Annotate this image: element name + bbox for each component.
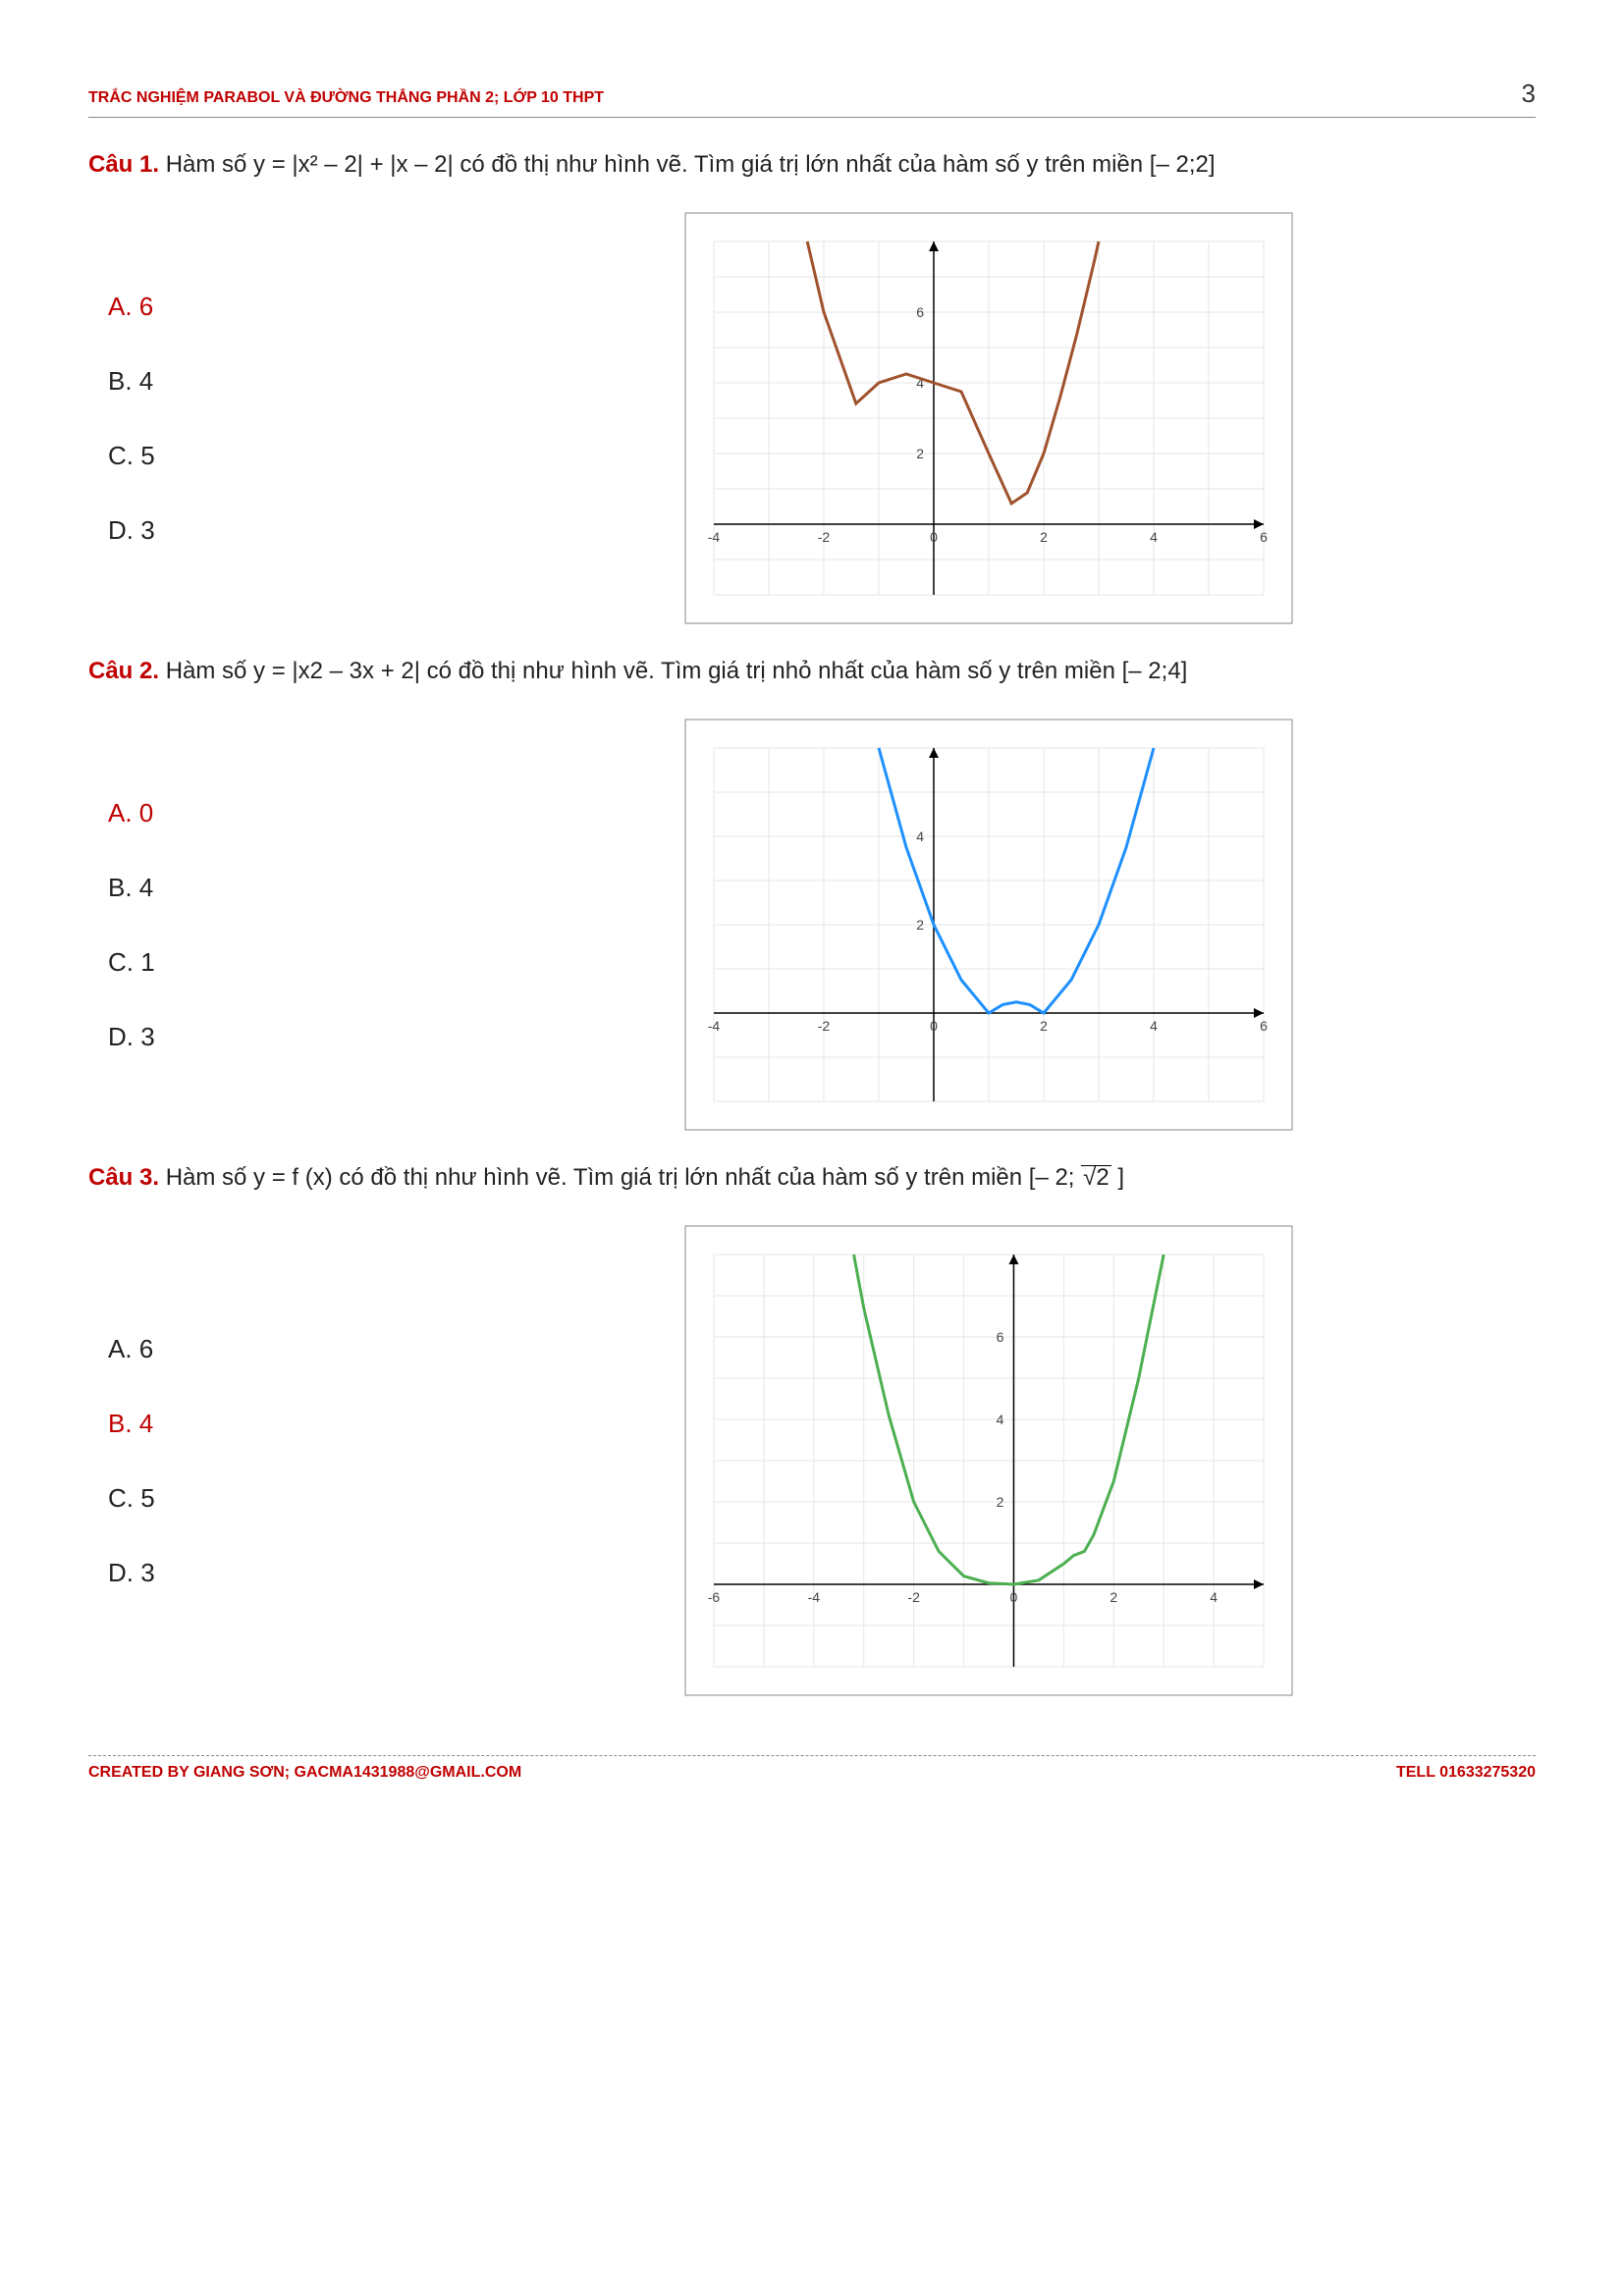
svg-text:4: 4 (916, 828, 924, 844)
svg-text:6: 6 (916, 304, 924, 320)
page-number: 3 (1522, 79, 1536, 109)
svg-text:-6: -6 (708, 1589, 721, 1605)
svg-text:2: 2 (997, 1494, 1004, 1510)
svg-text:6: 6 (1260, 1018, 1268, 1034)
svg-text:-2: -2 (818, 1018, 831, 1034)
q2-body: Hàm số y = |x2 – 3x + 2| có đồ thị như h… (159, 658, 1187, 684)
q1-body: Hàm số y = |x² – 2| + |x – 2| có đồ thị … (159, 151, 1215, 178)
answer-option: A. 6 (108, 1334, 383, 1364)
svg-text:2: 2 (1110, 1589, 1117, 1605)
answer-option: C. 1 (108, 947, 383, 978)
q2-content: A. 0 B. 4 C. 1 D. 3 -4 -2 0 2 4 6 2 4 (88, 719, 1536, 1131)
svg-text:-4: -4 (808, 1589, 821, 1605)
svg-text:0: 0 (930, 1018, 938, 1034)
svg-text:2: 2 (1040, 1018, 1048, 1034)
q3-chart: -6 -4 -2 0 2 4 2 4 6 (442, 1225, 1536, 1696)
question-3-text: Câu 3. Hàm số y = f (x) có đồ thị như hì… (88, 1160, 1536, 1196)
footer-right: TELL 01633275320 (1396, 1764, 1536, 1782)
footer-left: CREATED BY GIANG SƠN; GACMA1431988@GMAIL… (88, 1764, 521, 1782)
answer-option: D. 3 (108, 1558, 383, 1588)
q2-chart: -4 -2 0 2 4 6 2 4 (442, 719, 1536, 1131)
svg-text:2: 2 (916, 917, 924, 933)
answer-option: C. 5 (108, 1483, 383, 1514)
answer-option: D. 3 (108, 515, 383, 546)
svg-text:-2: -2 (907, 1589, 920, 1605)
answer-option: B. 4 (108, 873, 383, 903)
question-3: Câu 3. Hàm số y = f (x) có đồ thị như hì… (88, 1160, 1536, 1696)
question-1-text: Câu 1. Hàm số y = |x² – 2| + |x – 2| có … (88, 147, 1536, 183)
q3-content: A. 6 B. 4 C. 5 D. 3 -6 -4 -2 0 2 4 2 4 6 (88, 1225, 1536, 1696)
q3-answers: A. 6 B. 4 C. 5 D. 3 (88, 1334, 383, 1588)
chart-svg: -4 -2 0 2 4 6 2 4 (684, 719, 1293, 1131)
page-header: TRẮC NGHIỆM PARABOL VÀ ĐƯỜNG THẲNG PHẦN … (88, 79, 1536, 118)
q1-content: A. 6B. 4C. 5D. 3 -4-20246246 (88, 212, 1536, 624)
q1-chart: -4-20246246 (442, 212, 1536, 624)
q2-label: Câu 2. (88, 658, 159, 684)
svg-text:6: 6 (1260, 529, 1268, 545)
question-1: Câu 1. Hàm số y = |x² – 2| + |x – 2| có … (88, 147, 1536, 624)
q1-answers: A. 6 B. 4 C. 5 D. 3 (88, 292, 383, 546)
answer-option: C. 5 (108, 441, 383, 471)
svg-text:0: 0 (1010, 1589, 1018, 1605)
chart-svg: -4-20246246 (684, 212, 1293, 624)
svg-text:-4: -4 (708, 1018, 721, 1034)
answer-option: A. 6 (108, 292, 383, 322)
svg-text:4: 4 (1150, 529, 1158, 545)
svg-text:4: 4 (997, 1412, 1004, 1427)
answer-option: B. 4 (108, 1409, 383, 1439)
page-footer: CREATED BY GIANG SƠN; GACMA1431988@GMAIL… (88, 1755, 1536, 1782)
svg-text:0: 0 (930, 529, 938, 545)
question-2: Câu 2. Hàm số y = |x2 – 3x + 2| có đồ th… (88, 654, 1536, 1131)
q1-label: Câu 1. (88, 151, 159, 178)
q3-post: ] (1111, 1164, 1124, 1191)
q3-pre: Hàm số y = f (x) có đồ thị như hình vẽ. … (159, 1164, 1081, 1191)
q3-sqrt: √2 (1081, 1165, 1111, 1190)
answer-option: A. 0 (108, 798, 383, 828)
svg-text:4: 4 (1210, 1589, 1218, 1605)
header-title: TRẮC NGHIỆM PARABOL VÀ ĐƯỜNG THẲNG PHẦN … (88, 89, 604, 107)
svg-text:6: 6 (997, 1329, 1004, 1345)
svg-text:2: 2 (1040, 529, 1048, 545)
question-2-text: Câu 2. Hàm số y = |x2 – 3x + 2| có đồ th… (88, 654, 1536, 689)
answer-option: D. 3 (108, 1022, 383, 1052)
q3-label: Câu 3. (88, 1164, 159, 1191)
answer-option: B. 4 (108, 366, 383, 397)
svg-text:-2: -2 (818, 529, 831, 545)
svg-text:4: 4 (1150, 1018, 1158, 1034)
chart-svg: -6 -4 -2 0 2 4 2 4 6 (684, 1225, 1293, 1696)
svg-text:-4: -4 (708, 529, 721, 545)
q2-answers: A. 0 B. 4 C. 1 D. 3 (88, 798, 383, 1052)
svg-text:2: 2 (916, 446, 924, 461)
